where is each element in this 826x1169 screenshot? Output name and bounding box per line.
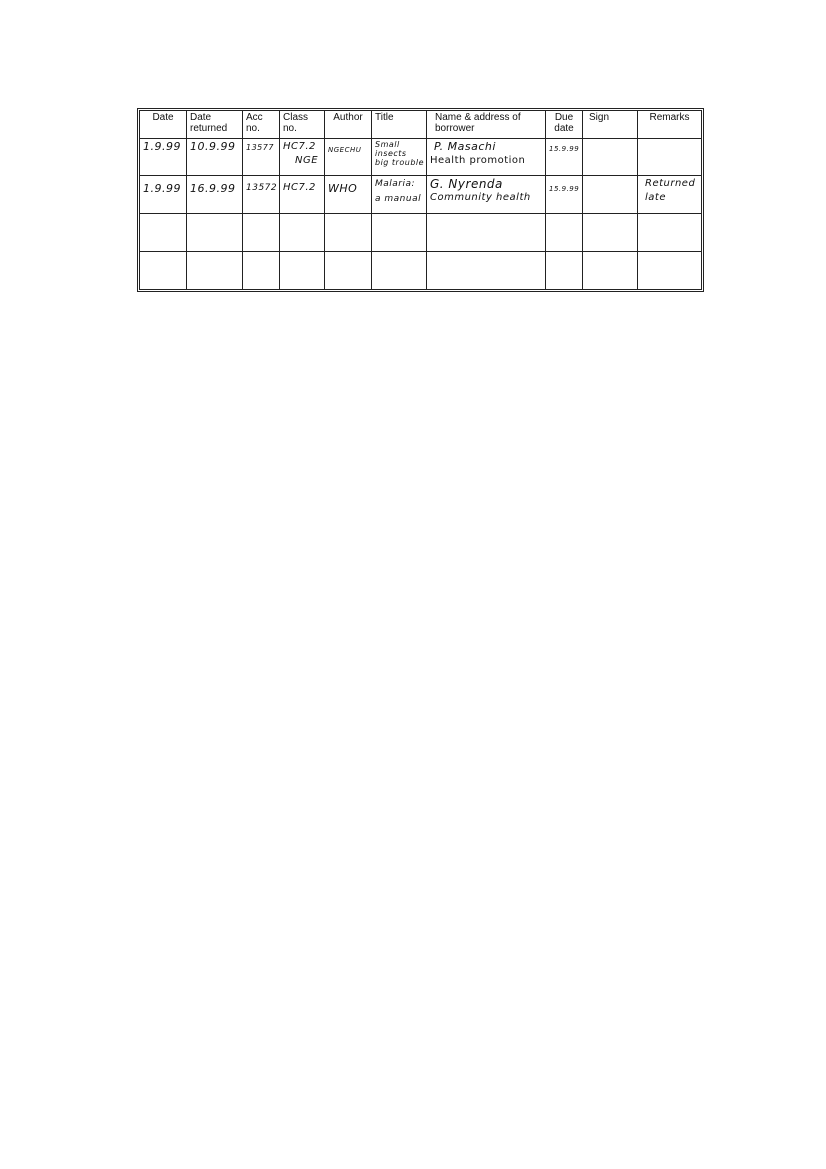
cell-acc-no: 13572 [242,175,280,215]
header-class-no: Class no. [279,110,325,139]
header-borrower: Name & address of borrower [426,110,546,139]
cell-due-date: 15.9.99 [545,175,583,215]
table-row-empty [139,251,702,290]
library-loan-register: Date Date returned Acc no. Class no. Aut… [137,108,704,292]
cell-date: 1.9.99 [139,175,187,215]
header-date: Date [139,110,187,139]
cell-date-returned: 16.9.99 [186,175,243,215]
cell-date-returned: 10.9.99 [186,137,243,177]
header-date-returned: Date returned [186,110,243,139]
cell-sign [582,175,638,215]
table-row: 1.9.99 16.9.99 13572 HC7.2 WHO Malaria: a… [139,175,702,215]
cell-due-date: 15.9.99 [545,137,583,177]
loan-table: Date Date returned Acc no. Class no. Aut… [139,110,702,290]
cell-title: Small insects big trouble [371,137,427,177]
cell-acc-no: 13577 [242,137,280,177]
cell-date: 1.9.99 [139,137,187,177]
header-acc-no: Acc no. [242,110,280,139]
cell-class-no: HC7.2 [279,175,325,215]
cell-author: WHO [324,175,372,215]
cell-remarks: Returned late [637,175,702,215]
header-sign: Sign [582,110,638,139]
header-title: Title [371,110,427,139]
cell-borrower: P. Masachi Health promotion [426,137,546,177]
cell-author: NGECHU [324,137,372,177]
cell-remarks [637,137,702,177]
header-due-date: Due date [545,110,583,139]
header-row: Date Date returned Acc no. Class no. Aut… [139,110,702,139]
cell-class-no: HC7.2 NGE [279,137,325,177]
table-row: 1.9.99 10.9.99 13577 HC7.2 NGE NGECHU Sma… [139,137,702,177]
header-remarks: Remarks [637,110,702,139]
cell-sign [582,137,638,177]
cell-title: Malaria: a manual [371,175,427,215]
cell-borrower: G. Nyrenda Community health [426,175,546,215]
table-row-empty [139,213,702,253]
header-author: Author [324,110,372,139]
